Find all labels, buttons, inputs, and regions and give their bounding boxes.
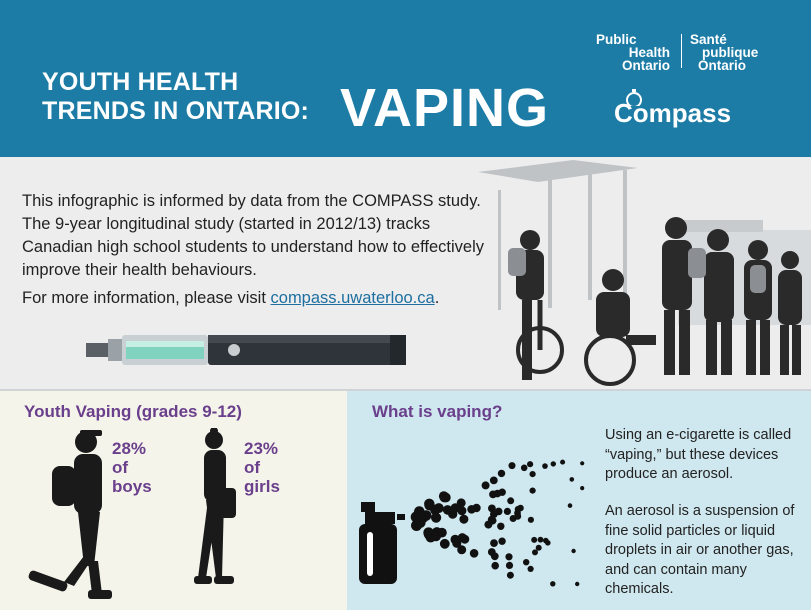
spray-dot bbox=[489, 476, 498, 485]
spray-dot bbox=[433, 503, 444, 514]
aerosol-spray-icon bbox=[359, 459, 585, 587]
spray-dot bbox=[523, 559, 530, 566]
page-title: YOUTH HEALTH TRENDS IN ONTARIO: bbox=[42, 68, 309, 126]
title-line-1: YOUTH HEALTH bbox=[42, 68, 239, 96]
spray-dot bbox=[414, 517, 426, 528]
more-suffix: . bbox=[434, 289, 440, 307]
title-line-2: TRENDS IN ONTARIO: bbox=[42, 97, 310, 125]
girl-silhouette-icon bbox=[194, 428, 236, 584]
spray-dot bbox=[529, 471, 536, 478]
spray-dot bbox=[508, 462, 516, 470]
spray-dot bbox=[529, 487, 536, 494]
intro-paragraph: This infographic is informed by data fro… bbox=[22, 192, 484, 279]
pho-logo-fr: Santé publique Ontario bbox=[690, 32, 759, 73]
spray-dot bbox=[550, 581, 556, 587]
spray-dot bbox=[527, 461, 534, 468]
girls-percent: 23% bbox=[244, 439, 279, 458]
pho-en-line3: Ontario bbox=[621, 58, 670, 73]
pho-en-line2: Health bbox=[628, 45, 670, 60]
spray-dot bbox=[531, 536, 538, 543]
pho-logo-en: Public Health Ontario bbox=[596, 32, 670, 73]
compass-icon bbox=[626, 89, 642, 106]
youth-vaping-title: Youth Vaping (grades 9-12) bbox=[24, 402, 242, 421]
spray-dot bbox=[514, 512, 522, 520]
compass-link[interactable]: compass.uwaterloo.ca bbox=[270, 289, 435, 307]
spray-dot bbox=[490, 539, 498, 547]
spray-dot bbox=[507, 497, 515, 505]
spray-dot bbox=[537, 536, 544, 543]
spray-dot bbox=[490, 552, 499, 561]
pho-fr-line2: publique bbox=[702, 45, 759, 60]
spray-dot bbox=[424, 500, 435, 511]
spray-dot bbox=[438, 491, 449, 501]
spray-dot bbox=[543, 537, 549, 544]
spray-dot bbox=[457, 533, 467, 543]
spray-dot bbox=[527, 565, 534, 572]
spray-dot bbox=[580, 486, 585, 491]
spray-dot bbox=[494, 507, 503, 516]
what-is-vaping-panel bbox=[347, 391, 811, 610]
boys-percent: 28% bbox=[112, 439, 147, 458]
spray-dot bbox=[535, 544, 542, 551]
boys-of: of bbox=[112, 458, 129, 477]
spray-dot bbox=[503, 507, 511, 515]
spray-dot bbox=[571, 548, 576, 554]
spray-dot bbox=[569, 477, 575, 482]
title-vaping: VAPING bbox=[340, 78, 550, 138]
logo-divider bbox=[681, 34, 682, 68]
spray-dot bbox=[567, 503, 573, 508]
girls-label: girls bbox=[244, 477, 280, 496]
spray-dot bbox=[488, 504, 496, 513]
spray-dot bbox=[430, 531, 442, 542]
boys-label: boys bbox=[112, 477, 152, 496]
vape-pen-icon bbox=[86, 335, 406, 365]
more-prefix: For more information, please visit bbox=[22, 289, 271, 307]
spray-dot bbox=[431, 512, 442, 523]
spray-dot bbox=[469, 549, 479, 558]
spray-dot bbox=[550, 461, 556, 467]
more-info: For more information, please visit compa… bbox=[22, 289, 439, 308]
students-silhouette-illustration bbox=[478, 160, 811, 386]
girls-of: of bbox=[244, 458, 261, 477]
spray-dot bbox=[442, 505, 453, 515]
header-banner bbox=[0, 0, 811, 157]
spray-dot bbox=[481, 481, 490, 490]
spray-dot bbox=[467, 505, 476, 514]
spray-dot bbox=[542, 463, 548, 469]
what-paragraph-1: Using an e-cigarette is called “vaping,”… bbox=[605, 427, 792, 482]
spray-dot bbox=[560, 459, 566, 465]
spray-dot bbox=[439, 538, 450, 549]
what-is-vaping-title: What is vaping? bbox=[372, 402, 503, 421]
spray-dot bbox=[457, 545, 467, 555]
spray-dot bbox=[505, 561, 514, 569]
pho-fr-line3: Ontario bbox=[698, 58, 747, 73]
section-divider bbox=[0, 389, 811, 391]
spray-dot bbox=[420, 510, 432, 521]
boys-stat: 28% of boys bbox=[112, 439, 152, 496]
spray-dot bbox=[580, 461, 585, 466]
spray-dot bbox=[493, 489, 502, 498]
spray-dot bbox=[517, 504, 524, 512]
spray-dot bbox=[450, 534, 460, 545]
pho-fr-line1: Santé bbox=[690, 32, 727, 47]
spray-dot bbox=[498, 537, 506, 545]
spray-dot bbox=[520, 464, 528, 472]
spray-dot bbox=[575, 581, 580, 587]
spray-dot bbox=[505, 553, 513, 561]
spray-dot bbox=[527, 516, 534, 523]
spray-dot bbox=[457, 506, 467, 516]
spray-dot bbox=[459, 514, 469, 524]
pho-en-line1: Public bbox=[596, 32, 637, 47]
girls-stat: 23% of girls bbox=[244, 439, 280, 496]
spray-dot bbox=[497, 469, 506, 478]
spray-dot bbox=[532, 549, 538, 556]
spray-dot bbox=[491, 561, 499, 570]
spray-dot bbox=[497, 522, 505, 530]
spray-dot bbox=[506, 571, 514, 579]
compass-logo: Compass bbox=[614, 98, 732, 128]
what-paragraph-2: An aerosol is a suspension of fine solid… bbox=[605, 503, 795, 597]
boy-silhouette-icon bbox=[28, 430, 112, 599]
